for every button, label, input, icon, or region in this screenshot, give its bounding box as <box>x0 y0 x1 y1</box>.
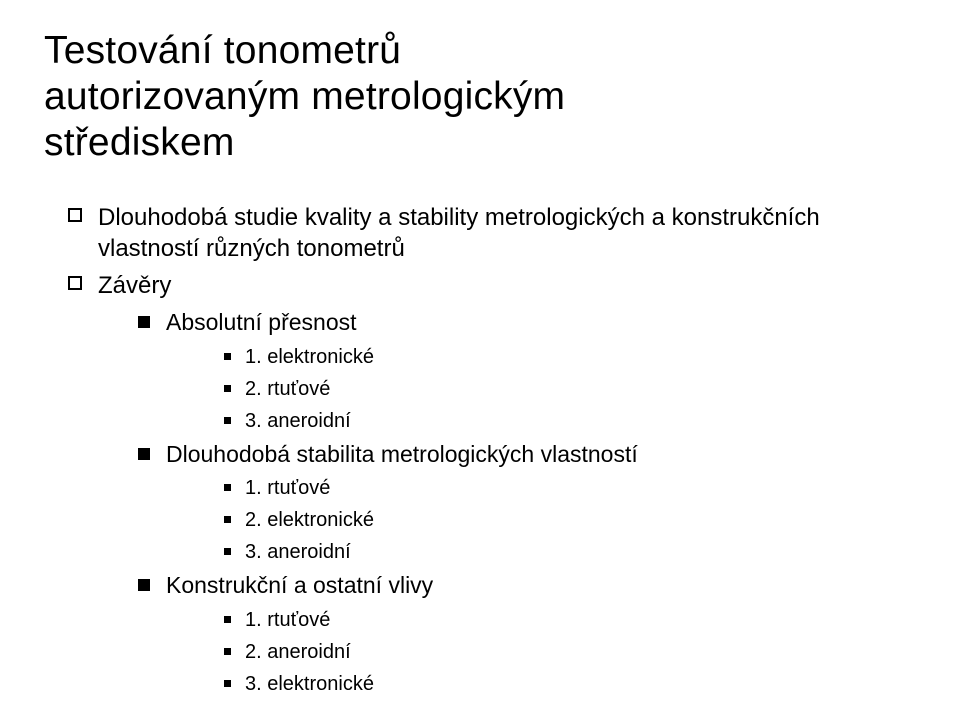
list-item-text: 1. rtuťové <box>245 475 330 501</box>
square-small-icon <box>224 680 231 687</box>
square-small-icon <box>224 516 231 523</box>
list-item-text: 3. elektronické <box>245 671 374 697</box>
square-small-icon <box>224 548 231 555</box>
list-item: 2. aneroidní <box>44 639 920 665</box>
list-item-text: 3. aneroidní <box>245 539 351 565</box>
bullet-study-text: Dlouhodobá studie kvality a stability me… <box>98 202 920 264</box>
square-small-icon <box>224 484 231 491</box>
list-item-text: 2. elektronické <box>245 507 374 533</box>
list-item: 3. elektronické <box>44 671 920 697</box>
section-construction-text: Konstrukční a ostatní vlivy <box>166 571 433 601</box>
square-small-icon <box>224 385 231 392</box>
square-filled-icon <box>138 448 150 460</box>
list-item: 3. aneroidní <box>44 408 920 434</box>
list-item: 1. elektronické <box>44 344 920 370</box>
list-item: 2. rtuťové <box>44 376 920 402</box>
title-line-3: střediskem <box>44 121 235 164</box>
slide-title: Testování tonometrů autorizovaným metrol… <box>44 28 920 166</box>
bullet-conclusions-text: Závěry <box>98 270 171 301</box>
square-filled-icon <box>138 579 150 591</box>
list-item-text: 2. aneroidní <box>245 639 351 665</box>
title-line-1: Testování tonometrů <box>44 29 401 72</box>
square-small-icon <box>224 417 231 424</box>
list-item-text: 3. aneroidní <box>245 408 351 434</box>
list-item-text: 1. elektronické <box>245 344 374 370</box>
square-hollow-icon <box>68 276 82 290</box>
list-item: 2. elektronické <box>44 507 920 533</box>
list-item-text: 1. rtuťové <box>245 607 330 633</box>
list-item: 3. aneroidní <box>44 539 920 565</box>
bullet-conclusions: Závěry <box>44 270 920 301</box>
section-absolute-precision: Absolutní přesnost <box>44 308 920 338</box>
section-long-term-stability-text: Dlouhodobá stabilita metrologických vlas… <box>166 440 638 470</box>
title-line-2: autorizovaným metrologickým <box>44 75 565 118</box>
list-item: 1. rtuťové <box>44 607 920 633</box>
section-long-term-stability: Dlouhodobá stabilita metrologických vlas… <box>44 440 920 470</box>
square-small-icon <box>224 616 231 623</box>
square-filled-icon <box>138 316 150 328</box>
square-small-icon <box>224 648 231 655</box>
square-small-icon <box>224 353 231 360</box>
list-item: 1. rtuťové <box>44 475 920 501</box>
section-absolute-precision-text: Absolutní přesnost <box>166 308 357 338</box>
square-hollow-icon <box>68 208 82 222</box>
section-construction: Konstrukční a ostatní vlivy <box>44 571 920 601</box>
bullet-study: Dlouhodobá studie kvality a stability me… <box>44 202 920 264</box>
list-item-text: 2. rtuťové <box>245 376 330 402</box>
